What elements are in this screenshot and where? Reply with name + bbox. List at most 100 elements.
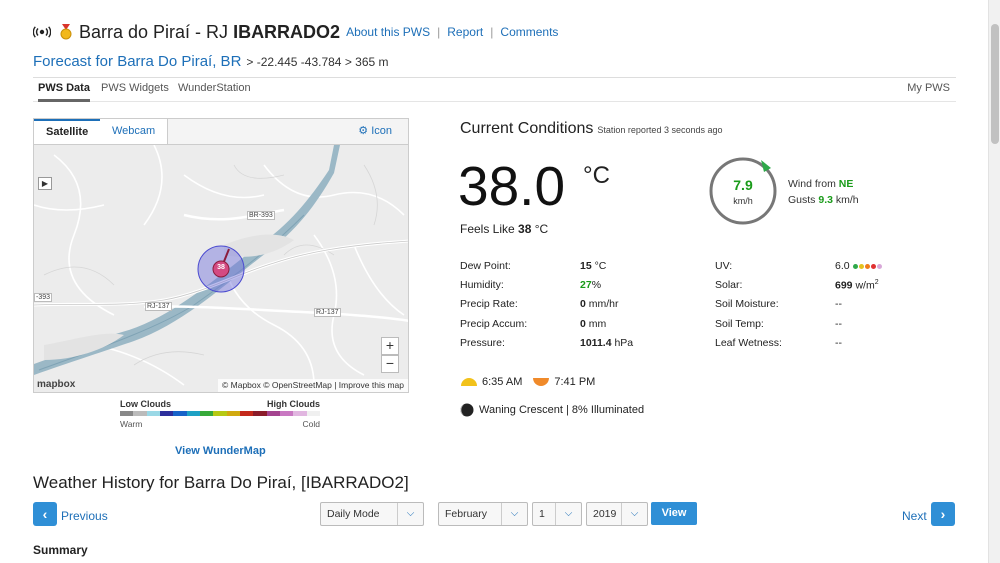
legend-color-bar bbox=[120, 411, 320, 416]
wind-compass-icon bbox=[709, 157, 777, 225]
legend-swatch bbox=[279, 411, 294, 416]
humidity-value: 27% bbox=[580, 279, 602, 291]
wind-details: Wind from NE Gusts 9.3 km/h bbox=[788, 178, 859, 206]
about-pws-link[interactable]: About this PWS bbox=[346, 25, 431, 39]
temperature-unit: °C bbox=[583, 162, 610, 189]
feels-like: Feels Like 38 °C bbox=[460, 222, 549, 236]
day-select[interactable]: 1 ⌵ bbox=[532, 502, 582, 526]
tab-pws-widgets[interactable]: PWS Widgets bbox=[101, 82, 169, 94]
legend-swatch bbox=[120, 411, 134, 416]
humidity-label: Humidity: bbox=[460, 279, 504, 291]
legend-cold-label: Cold bbox=[302, 419, 320, 429]
view-wundermap-link[interactable]: View WunderMap bbox=[175, 445, 266, 457]
legend-swatch bbox=[306, 411, 320, 416]
mapbox-logo: mapbox bbox=[37, 379, 76, 390]
moon-icon bbox=[460, 403, 474, 417]
solar-label: Solar: bbox=[715, 279, 743, 291]
pressure-value: 1011.4 hPa bbox=[580, 337, 634, 349]
map-canvas bbox=[34, 145, 408, 392]
separator: | bbox=[490, 25, 494, 39]
road-label: RJ-137 bbox=[314, 308, 341, 317]
zoom-out-button[interactable]: − bbox=[381, 355, 399, 373]
icon-toggle[interactable]: ⚙ Icon bbox=[358, 125, 392, 137]
leaf-wetness-label: Leaf Wetness: bbox=[715, 337, 782, 349]
previous-button[interactable]: ‹ bbox=[33, 502, 57, 526]
precip-accum-value: 0 mm bbox=[580, 318, 607, 330]
map-tabs: Satellite Webcam ⚙ Icon bbox=[33, 118, 409, 144]
wind-unit: km/h bbox=[733, 196, 753, 206]
cloud-legend: Low Clouds High Clouds Warm Cold bbox=[120, 399, 320, 429]
pressure-label: Pressure: bbox=[460, 337, 505, 349]
legend-swatch bbox=[199, 411, 214, 416]
soil-temp-value: -- bbox=[835, 318, 842, 330]
legend-swatch bbox=[186, 411, 200, 416]
station-name: Barra do Piraí - RJ IBARRADO2 bbox=[79, 21, 341, 42]
road-label: BR-393 bbox=[247, 211, 275, 220]
play-icon[interactable]: ▶ bbox=[38, 177, 52, 190]
comments-link[interactable]: Comments bbox=[500, 25, 559, 39]
legend-swatch bbox=[159, 411, 174, 416]
solar-value: 699 w/m2 bbox=[835, 279, 879, 292]
medal-icon bbox=[60, 24, 72, 40]
chevron-down-icon: ⌵ bbox=[555, 503, 581, 525]
scrollbar-thumb[interactable] bbox=[991, 24, 999, 144]
report-link[interactable]: Report bbox=[447, 25, 484, 39]
legend-warm-label: Warm bbox=[120, 419, 143, 429]
station-title-row: Barra do Piraí - RJ IBARRADO2 About this… bbox=[33, 20, 558, 44]
precip-rate-label: Precip Rate: bbox=[460, 298, 518, 310]
legend-swatch bbox=[266, 411, 280, 416]
dew-point-label: Dew Point: bbox=[460, 260, 511, 272]
uv-value: 6.0 bbox=[835, 260, 883, 272]
legend-swatch bbox=[226, 411, 240, 416]
separator: | bbox=[437, 25, 441, 39]
legend-swatch bbox=[173, 411, 187, 416]
zoom-in-button[interactable]: + bbox=[381, 337, 399, 355]
forecast-link[interactable]: Forecast for Barra Do Piraí, BR bbox=[33, 53, 242, 70]
year-select[interactable]: 2019 ⌵ bbox=[586, 502, 648, 526]
pws-tabs: PWS Data PWS Widgets WunderStation My PW… bbox=[33, 77, 956, 102]
current-conditions-title: Current Conditions Station reported 3 sec… bbox=[460, 120, 723, 137]
current-temperature: 38.0 bbox=[458, 155, 566, 217]
page-scrollbar[interactable] bbox=[988, 0, 1000, 563]
soil-moisture-label: Soil Moisture: bbox=[715, 298, 779, 310]
legend-low-label: Low Clouds bbox=[120, 399, 171, 409]
tab-wunderstation[interactable]: WunderStation bbox=[178, 82, 251, 94]
precip-rate-value: 0 mm/hr bbox=[580, 298, 619, 310]
chevron-down-icon: ⌵ bbox=[501, 503, 527, 525]
precip-accum-label: Precip Accum: bbox=[460, 318, 528, 330]
wind-speed: 7.9 bbox=[733, 177, 753, 193]
chevron-down-icon: ⌵ bbox=[621, 503, 647, 525]
previous-link[interactable]: Previous bbox=[61, 509, 108, 523]
legend-swatch bbox=[293, 411, 307, 416]
next-button[interactable]: › bbox=[931, 502, 955, 526]
summary-heading: Summary bbox=[33, 543, 88, 557]
tab-pws-data[interactable]: PWS Data bbox=[38, 82, 90, 102]
station-coords: > -22.445 -43.784 > 365 m bbox=[246, 55, 389, 69]
soil-moisture-value: -- bbox=[835, 298, 842, 310]
gear-icon: ⚙ bbox=[358, 125, 369, 137]
soil-temp-label: Soil Temp: bbox=[715, 318, 764, 330]
sunset-time: 7:41 PM bbox=[554, 376, 596, 388]
next-link[interactable]: Next bbox=[902, 509, 927, 523]
legend-high-label: High Clouds bbox=[267, 399, 320, 409]
tab-webcam[interactable]: Webcam bbox=[100, 119, 169, 144]
chevron-right-icon: › bbox=[940, 506, 946, 522]
map-attribution[interactable]: © Mapbox © OpenStreetMap | Improve this … bbox=[218, 379, 408, 392]
tabs-divider bbox=[33, 101, 956, 102]
legend-swatch bbox=[133, 411, 147, 416]
moon-phase: Waning Crescent | 8% Illuminated bbox=[460, 403, 644, 417]
month-select[interactable]: February ⌵ bbox=[438, 502, 528, 526]
legend-swatch bbox=[253, 411, 267, 416]
legend-swatch bbox=[239, 411, 254, 416]
station-map[interactable]: BR-393 RJ-137 RJ-137 -393 ▶ 38 + − mapbo… bbox=[33, 144, 409, 393]
view-button[interactable]: View bbox=[651, 502, 697, 525]
forecast-row: Forecast for Barra Do Piraí, BR > -22.44… bbox=[33, 53, 389, 70]
sunrise-icon bbox=[461, 378, 477, 386]
history-title: Weather History for Barra Do Piraí, [IBA… bbox=[33, 473, 409, 492]
broadcast-icon bbox=[33, 26, 51, 38]
uv-label: UV: bbox=[715, 260, 733, 272]
station-marker-value: 38 bbox=[217, 264, 225, 271]
tab-my-pws[interactable]: My PWS bbox=[907, 82, 950, 94]
mode-select[interactable]: Daily Mode ⌵ bbox=[320, 502, 424, 526]
tab-satellite[interactable]: Satellite bbox=[34, 119, 102, 144]
